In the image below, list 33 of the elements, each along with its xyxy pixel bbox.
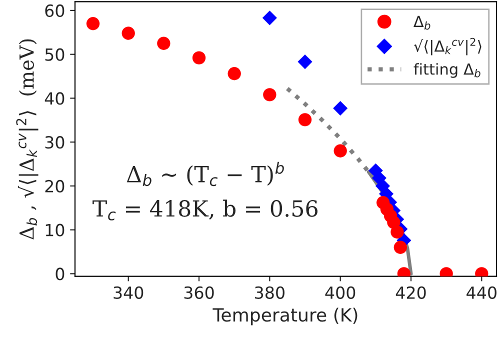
- annotation: Δ$_{b}$ ∼ (T$_{c}$ − T)$^{b}$: [126, 162, 284, 186]
- y-tick-label: 0: [56, 268, 64, 280]
- point: [298, 113, 312, 126]
- legend-label: fitting Δ$_{b}$: [414, 63, 480, 78]
- legend-label: Δ$_{b}$: [414, 16, 430, 30]
- x-tick-label: 420: [396, 286, 426, 299]
- y-tick-label: 30: [45, 136, 64, 149]
- y-tick-label: 20: [45, 180, 64, 193]
- x-tick-label: 340: [114, 286, 144, 299]
- point: [298, 54, 312, 70]
- point: [192, 51, 206, 64]
- y-tick-label: 50: [45, 48, 64, 61]
- y-axis-title: Δ$_{b}$ , √⟨|Δ$_{k}$$^{cv}$|$^{2}$⟩ (meV): [16, 39, 38, 240]
- point: [228, 67, 241, 80]
- y-tick-label: 60: [45, 4, 64, 18]
- point: [157, 36, 170, 50]
- y-tick-label: 40: [44, 92, 64, 105]
- point: [390, 225, 404, 239]
- legend-label: √⟨|Δ$_{k}$$^{cv}$|$^{2}$⟩: [414, 38, 482, 56]
- point: [262, 10, 277, 26]
- x-tick-label: 380: [255, 286, 284, 299]
- point: [394, 240, 407, 254]
- x-tick-label: 440: [466, 286, 496, 299]
- point: [334, 144, 347, 158]
- point: [263, 88, 276, 102]
- annotation: T$_{c}$ = 418K, b = 0.56: [92, 200, 318, 220]
- point: [122, 26, 135, 40]
- y-tick-label: 10: [46, 224, 64, 236]
- x-tick-label: 360: [184, 286, 214, 299]
- x-axis-title: Temperature (K): [212, 308, 358, 326]
- x-tick-label: 400: [325, 286, 356, 299]
- point: [333, 101, 348, 116]
- point: [86, 17, 100, 30]
